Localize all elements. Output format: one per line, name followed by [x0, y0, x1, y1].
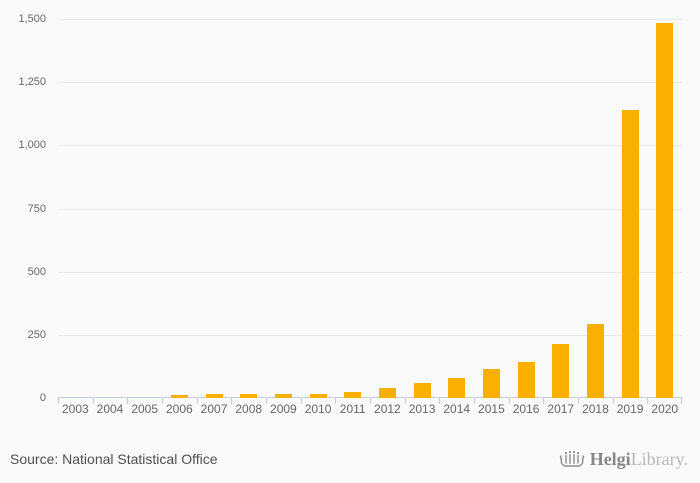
bar-2008 — [240, 394, 258, 398]
x-axis-tick — [613, 398, 614, 404]
x-axis-tick — [647, 398, 648, 404]
gridline — [58, 272, 682, 273]
x-axis-tick — [405, 398, 406, 404]
bar-slot — [127, 19, 162, 398]
gridline — [58, 19, 682, 20]
x-axis-tick-label: 2011 — [339, 402, 366, 416]
bar-slot — [197, 19, 232, 398]
bar-2007 — [205, 393, 223, 398]
y-axis-labels: 0 250 500 750 1,000 1,250 1,500 — [0, 0, 46, 483]
x-axis-tick — [231, 398, 232, 404]
x-axis-ticks — [58, 398, 682, 404]
gridline — [58, 145, 682, 146]
footer: Source: National Statistical Office — [10, 444, 688, 474]
bar-2010 — [309, 394, 327, 398]
bar-slot — [162, 19, 197, 398]
gridline — [58, 335, 682, 336]
x-axis-tick — [509, 398, 510, 404]
x-axis-labels: 2003 2004 2005 2006 2007 2008 2009 2010 2011 2012… — [58, 403, 682, 416]
bar-slot — [335, 19, 370, 398]
bar-slot — [578, 19, 613, 398]
y-axis-tick-label: 1,000 — [18, 139, 46, 152]
bar-slot — [509, 19, 544, 398]
bar-slot — [58, 19, 93, 398]
bar-2009 — [274, 394, 292, 398]
x-axis-tick-label: 2003 — [61, 402, 89, 416]
x-axis-tick — [335, 398, 336, 404]
x-axis-tick-label: 2013 — [408, 402, 436, 416]
x-axis-tick-label: 2009 — [270, 402, 297, 416]
bar-slot — [266, 19, 301, 398]
x-axis-tick-label: 2015 — [478, 402, 505, 416]
y-axis-tick-label: 1,250 — [18, 76, 46, 89]
x-axis-tick — [162, 398, 163, 404]
bar-slot — [370, 19, 405, 398]
bar-2012 — [378, 387, 396, 398]
x-axis-tick-label: 2020 — [651, 402, 679, 416]
logo-text-primary: Helgi — [589, 449, 631, 469]
logo-text: HelgiLibrary. — [590, 448, 688, 470]
bar-2018 — [586, 324, 604, 398]
y-axis-tick-label: 1,500 — [18, 13, 46, 25]
x-axis-tick — [439, 398, 440, 404]
source-label: Source: National Statistical Office — [10, 451, 218, 467]
x-axis-tick-label: 2008 — [235, 402, 263, 416]
x-axis-tick — [266, 398, 267, 404]
bars-layer — [58, 19, 682, 398]
bar-slot — [543, 19, 578, 398]
bar-2020 — [656, 22, 674, 398]
x-axis-tick — [93, 398, 94, 404]
bar-2006 — [170, 395, 188, 398]
bar-2017 — [552, 343, 570, 398]
bar-slot — [405, 19, 440, 398]
x-axis-tick — [127, 398, 128, 404]
bar-slot — [301, 19, 336, 398]
gridline — [58, 209, 682, 210]
x-axis-tick-label: 2014 — [443, 402, 471, 416]
plot-area: 2003 2004 2005 2006 2007 2008 2009 2010 2011 2012… — [58, 19, 682, 416]
y-axis-tick-label: 250 — [27, 328, 46, 341]
bar-slot — [613, 19, 648, 398]
bar-slot — [231, 19, 266, 398]
bar-2014 — [448, 377, 466, 398]
x-axis-tick-label: 2005 — [131, 402, 159, 416]
bar-slot — [439, 19, 474, 398]
bar-2019 — [621, 110, 639, 398]
bar-2013 — [413, 383, 431, 398]
x-axis-tick — [578, 398, 579, 404]
bar-2015 — [482, 368, 500, 398]
bar-2016 — [517, 361, 535, 398]
x-axis-tick — [301, 398, 302, 404]
x-axis-tick-label: 2019 — [616, 402, 644, 416]
x-axis-line — [58, 397, 682, 398]
helgi-library-logo[interactable]: HelgiLibrary. — [559, 446, 688, 473]
x-axis-tick — [681, 398, 682, 404]
x-axis-tick-label: 2010 — [304, 402, 332, 416]
y-axis-tick-label: 500 — [27, 265, 46, 278]
logo-text-secondary: Library. — [630, 449, 688, 469]
gridlines — [58, 19, 682, 398]
x-axis-tick-label: 2004 — [96, 402, 124, 416]
x-axis-tick-label: 2006 — [166, 402, 193, 416]
gridline — [58, 82, 682, 83]
bar-slot — [647, 19, 682, 398]
x-axis-tick — [474, 398, 475, 404]
bar-slot — [93, 19, 128, 398]
x-axis-tick — [370, 398, 371, 404]
x-axis-tick-label: 2007 — [200, 402, 228, 416]
y-axis-tick-label: 0 — [39, 392, 46, 404]
y-axis-tick-label: 750 — [27, 202, 46, 215]
x-axis-tick-label: 2012 — [374, 402, 401, 416]
x-axis-tick-label: 2016 — [512, 402, 540, 416]
viking-ship-icon — [559, 446, 585, 473]
bar-slot — [474, 19, 509, 398]
x-axis-tick-label: 2018 — [582, 402, 609, 416]
x-axis-tick-label: 2017 — [547, 402, 575, 416]
x-axis-tick — [197, 398, 198, 404]
x-axis-tick — [58, 398, 59, 404]
x-axis-tick — [543, 398, 544, 404]
bar-2011 — [344, 392, 362, 398]
